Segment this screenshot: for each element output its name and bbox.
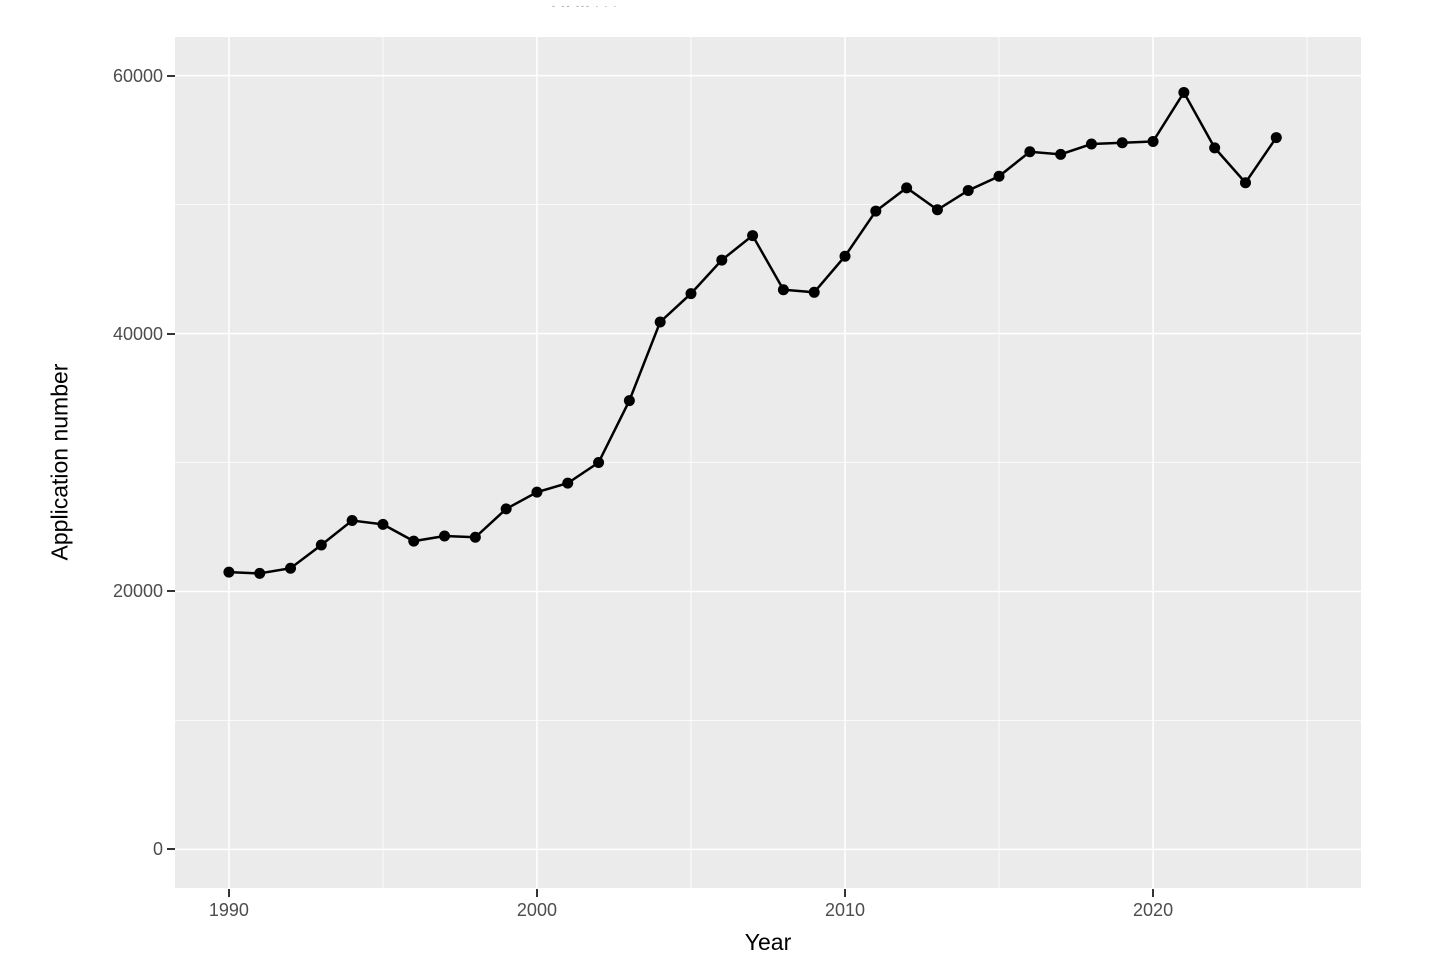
data-point <box>1024 146 1036 158</box>
data-point <box>1055 148 1067 160</box>
y-tick-label: 60000 <box>112 65 163 86</box>
data-point <box>777 284 789 296</box>
y-tick-mark <box>167 848 175 851</box>
x-tick-mark <box>1152 889 1155 897</box>
y-tick-mark <box>167 590 175 593</box>
y-tick-label: 0 <box>152 839 163 860</box>
y-tick-mark <box>167 74 175 77</box>
cropped-title-fragment: ‐ ‐‐ ‐‐‐ ∙ ∙ ∙ <box>552 1 618 11</box>
data-point <box>623 395 635 407</box>
data-point <box>747 230 759 242</box>
data-point <box>1178 86 1190 98</box>
x-tick-label: 2010 <box>824 900 866 920</box>
data-point <box>377 518 389 530</box>
data-point <box>1147 135 1159 147</box>
x-tick-label: 1990 <box>208 900 249 920</box>
data-point <box>500 503 512 515</box>
data-point <box>901 182 913 194</box>
y-axis-title: Application number <box>46 363 73 561</box>
data-point <box>254 567 266 579</box>
data-point <box>531 486 543 498</box>
data-point <box>931 204 943 216</box>
data-point <box>1209 142 1221 154</box>
data-point <box>346 515 358 527</box>
data-point <box>1116 137 1128 149</box>
data-point <box>1270 132 1282 144</box>
data-point <box>1239 177 1251 189</box>
x-tick-mark <box>844 889 846 897</box>
data-point <box>439 530 451 542</box>
data-point <box>962 184 974 196</box>
data-point <box>993 170 1005 182</box>
data-point <box>870 205 882 217</box>
data-point <box>716 254 728 266</box>
data-point <box>654 316 666 328</box>
y-tick-label: 20000 <box>112 581 163 602</box>
x-tick-label: 2000 <box>516 900 557 920</box>
data-point <box>285 562 297 574</box>
data-point <box>808 286 820 298</box>
x-tick-mark <box>227 889 230 897</box>
data-point <box>562 477 574 489</box>
data-point <box>408 535 420 547</box>
x-axis-title: Year <box>744 929 792 955</box>
data-point <box>1085 138 1097 150</box>
data-point <box>315 539 327 551</box>
data-point <box>685 288 697 300</box>
x-tick-label: 2020 <box>1133 900 1174 920</box>
data-point <box>469 531 481 543</box>
y-tick-label: 40000 <box>112 323 163 344</box>
data-point <box>593 457 605 468</box>
data-point <box>839 250 851 262</box>
data-point <box>223 566 235 578</box>
y-tick-mark <box>167 332 175 335</box>
x-tick-mark <box>535 889 538 897</box>
